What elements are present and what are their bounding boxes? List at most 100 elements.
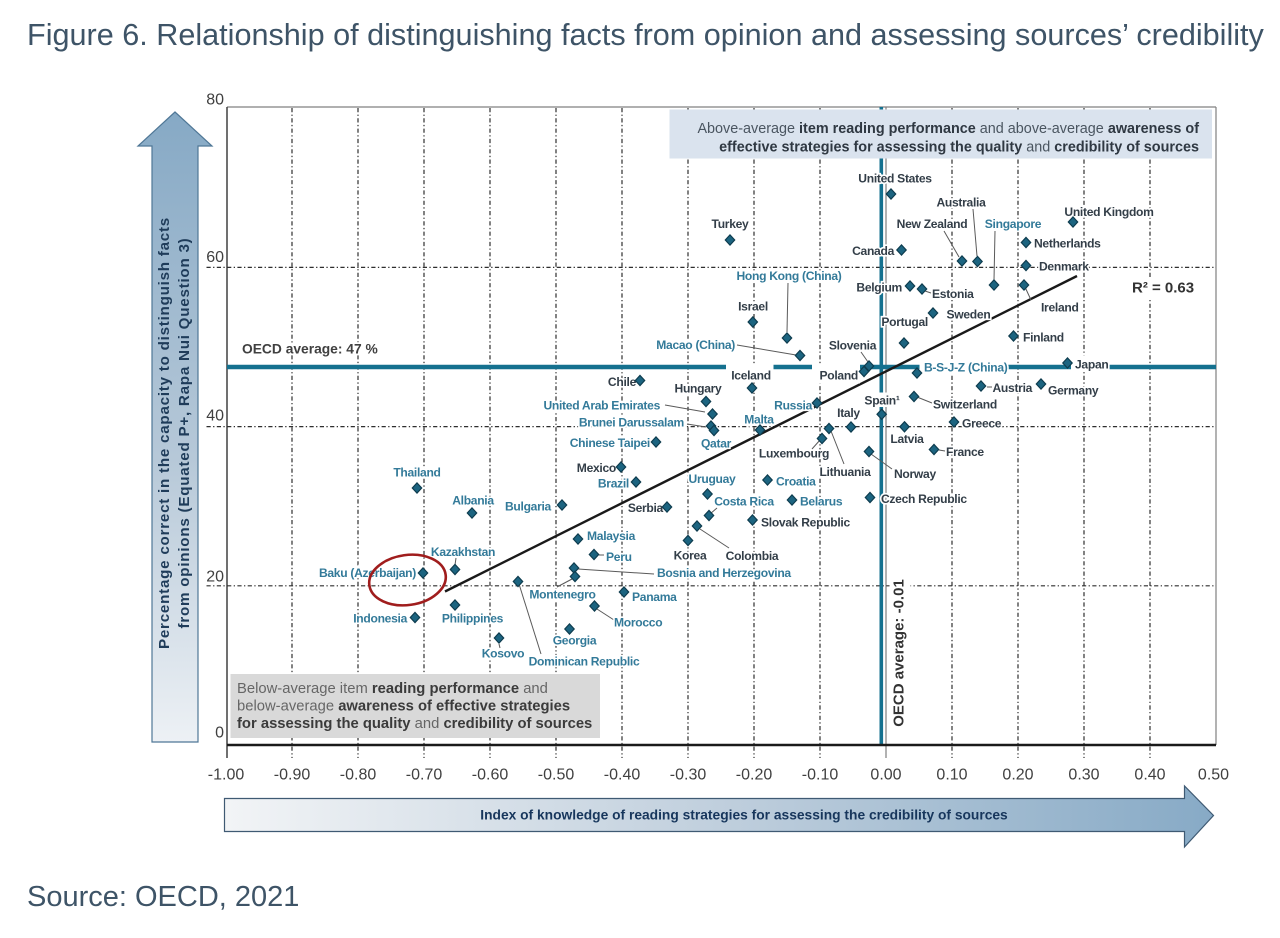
svg-text:Germany: Germany <box>1048 384 1099 398</box>
svg-text:Greece: Greece <box>962 417 1002 431</box>
svg-text:Russia: Russia <box>774 399 812 413</box>
svg-text:Italy: Italy <box>837 406 860 420</box>
svg-text:Georgia: Georgia <box>553 634 597 648</box>
svg-text:0.30: 0.30 <box>1068 767 1099 784</box>
svg-text:Slovak Republic: Slovak Republic <box>761 516 850 530</box>
svg-text:Hungary: Hungary <box>675 382 723 396</box>
svg-text:-0.80: -0.80 <box>340 767 377 784</box>
svg-text:Malta: Malta <box>744 413 774 427</box>
svg-text:Netherlands: Netherlands <box>1034 237 1101 251</box>
svg-text:Chile: Chile <box>608 375 637 389</box>
svg-text:Qatar: Qatar <box>701 437 732 451</box>
svg-text:Belgium: Belgium <box>856 281 902 295</box>
svg-text:France: France <box>946 445 984 459</box>
svg-text:Ireland: Ireland <box>1041 301 1079 315</box>
svg-text:Australia: Australia <box>936 196 986 210</box>
svg-text:Austria: Austria <box>993 381 1033 395</box>
svg-text:Baku (Azerbaijan): Baku (Azerbaijan) <box>319 566 416 580</box>
svg-text:Switzerland: Switzerland <box>933 398 997 412</box>
svg-text:-0.90: -0.90 <box>274 767 311 784</box>
svg-text:Belarus: Belarus <box>800 495 843 509</box>
svg-text:-0.20: -0.20 <box>736 767 773 784</box>
svg-text:Indonesia: Indonesia <box>353 612 407 626</box>
svg-text:Peru: Peru <box>606 550 632 564</box>
svg-text:Bosnia and Herzegovina: Bosnia and Herzegovina <box>657 566 791 580</box>
svg-text:40: 40 <box>206 408 224 425</box>
svg-text:Lithuania: Lithuania <box>819 465 871 479</box>
svg-text:0.10: 0.10 <box>936 767 967 784</box>
svg-text:Dominican Republic: Dominican Republic <box>529 655 640 669</box>
svg-text:for assessing the quality and: for assessing the quality and credibilit… <box>237 716 592 732</box>
svg-text:Serbia: Serbia <box>628 501 664 515</box>
svg-text:Macao (China): Macao (China) <box>656 338 735 352</box>
svg-text:Czech Republic: Czech Republic <box>881 492 967 506</box>
svg-text:Source: OECD, 2021: Source: OECD, 2021 <box>27 881 299 913</box>
svg-text:Kosovo: Kosovo <box>482 647 525 661</box>
svg-text:United Arab Emirates: United Arab Emirates <box>543 399 660 413</box>
svg-text:-1.00: -1.00 <box>208 767 245 784</box>
svg-text:0.50: 0.50 <box>1198 767 1229 784</box>
svg-text:Bulgaria: Bulgaria <box>505 500 552 514</box>
svg-text:Thailand: Thailand <box>393 466 440 480</box>
svg-text:Singapore: Singapore <box>985 217 1042 231</box>
svg-text:Kazakhstan: Kazakhstan <box>431 545 495 559</box>
svg-text:Canada: Canada <box>852 244 894 258</box>
svg-text:United Kingdom: United Kingdom <box>1064 205 1153 219</box>
svg-text:Below-average item reading per: Below-average item reading performance a… <box>237 681 548 697</box>
svg-text:Brunei Darussalam: Brunei Darussalam <box>579 416 684 430</box>
svg-text:Estonia: Estonia <box>932 287 974 301</box>
svg-text:Sweden: Sweden <box>947 308 991 322</box>
svg-text:20: 20 <box>206 569 224 586</box>
svg-text:Spain¹: Spain¹ <box>864 394 899 408</box>
svg-text:Luxembourg: Luxembourg <box>759 447 829 461</box>
svg-text:Uruguay: Uruguay <box>689 472 737 486</box>
svg-text:0: 0 <box>215 725 224 742</box>
svg-text:effective strategies for asses: effective strategies for assessing the q… <box>719 140 1199 156</box>
svg-text:below-average awareness of eff: below-average awareness of effective str… <box>237 699 570 715</box>
svg-text:Portugal: Portugal <box>881 315 928 329</box>
svg-text:Croatia: Croatia <box>776 475 816 489</box>
svg-text:80: 80 <box>206 92 224 109</box>
svg-text:0.00: 0.00 <box>870 767 901 784</box>
svg-text:Panama: Panama <box>632 590 677 604</box>
svg-text:-0.40: -0.40 <box>604 767 641 784</box>
svg-text:Malaysia: Malaysia <box>587 529 636 543</box>
svg-text:-0.70: -0.70 <box>406 767 443 784</box>
svg-text:Montenegro: Montenegro <box>529 588 595 602</box>
svg-text:0.20: 0.20 <box>1002 767 1033 784</box>
svg-text:OECD average: -0.01: OECD average: -0.01 <box>891 579 908 727</box>
svg-text:Slovenia: Slovenia <box>829 339 877 353</box>
svg-text:-0.30: -0.30 <box>670 767 707 784</box>
svg-text:OECD average: 47 %: OECD average: 47 % <box>242 342 378 357</box>
svg-text:Japan: Japan <box>1075 358 1108 372</box>
svg-text:Norway: Norway <box>894 467 936 481</box>
svg-text:Costa Rica: Costa Rica <box>714 495 774 509</box>
svg-text:-0.50: -0.50 <box>538 767 575 784</box>
svg-text:Figure 6. Relationship of dist: Figure 6. Relationship of distinguishing… <box>27 18 1265 52</box>
svg-text:Finland: Finland <box>1023 331 1064 345</box>
svg-text:60: 60 <box>206 249 224 266</box>
svg-text:Israel: Israel <box>738 300 768 314</box>
svg-text:New Zealand: New Zealand <box>897 217 968 231</box>
svg-text:Above-average item reading per: Above-average item reading performance a… <box>697 121 1199 137</box>
svg-text:Mexico: Mexico <box>577 461 616 475</box>
svg-text:Turkey: Turkey <box>712 217 750 231</box>
svg-text:from opinions (Equated P+, Rap: from opinions (Equated P+, Rapa Nui Ques… <box>176 238 193 629</box>
svg-text:Iceland: Iceland <box>731 369 771 383</box>
svg-text:0.40: 0.40 <box>1134 767 1165 784</box>
svg-text:Albania: Albania <box>452 494 494 508</box>
svg-text:Percentage correct in the capa: Percentage correct in the capacity to di… <box>156 217 173 649</box>
svg-text:Colombia: Colombia <box>726 549 779 563</box>
svg-text:Poland: Poland <box>819 369 858 383</box>
svg-text:Chinese Taipei: Chinese Taipei <box>570 436 650 450</box>
svg-text:Philippines: Philippines <box>442 612 504 626</box>
svg-text:Korea: Korea <box>674 549 707 563</box>
svg-text:Denmark: Denmark <box>1039 260 1089 274</box>
svg-text:Index of knowledge of reading: Index of knowledge of reading strategies… <box>480 808 1008 823</box>
svg-text:Latvia: Latvia <box>890 432 924 446</box>
svg-text:B-S-J-Z (China): B-S-J-Z (China) <box>924 361 1008 375</box>
svg-text:Hong Kong (China): Hong Kong (China) <box>736 269 841 283</box>
svg-text:Morocco: Morocco <box>614 616 662 630</box>
svg-text:-0.10: -0.10 <box>802 767 839 784</box>
svg-text:R² = 0.63: R² = 0.63 <box>1132 280 1194 297</box>
